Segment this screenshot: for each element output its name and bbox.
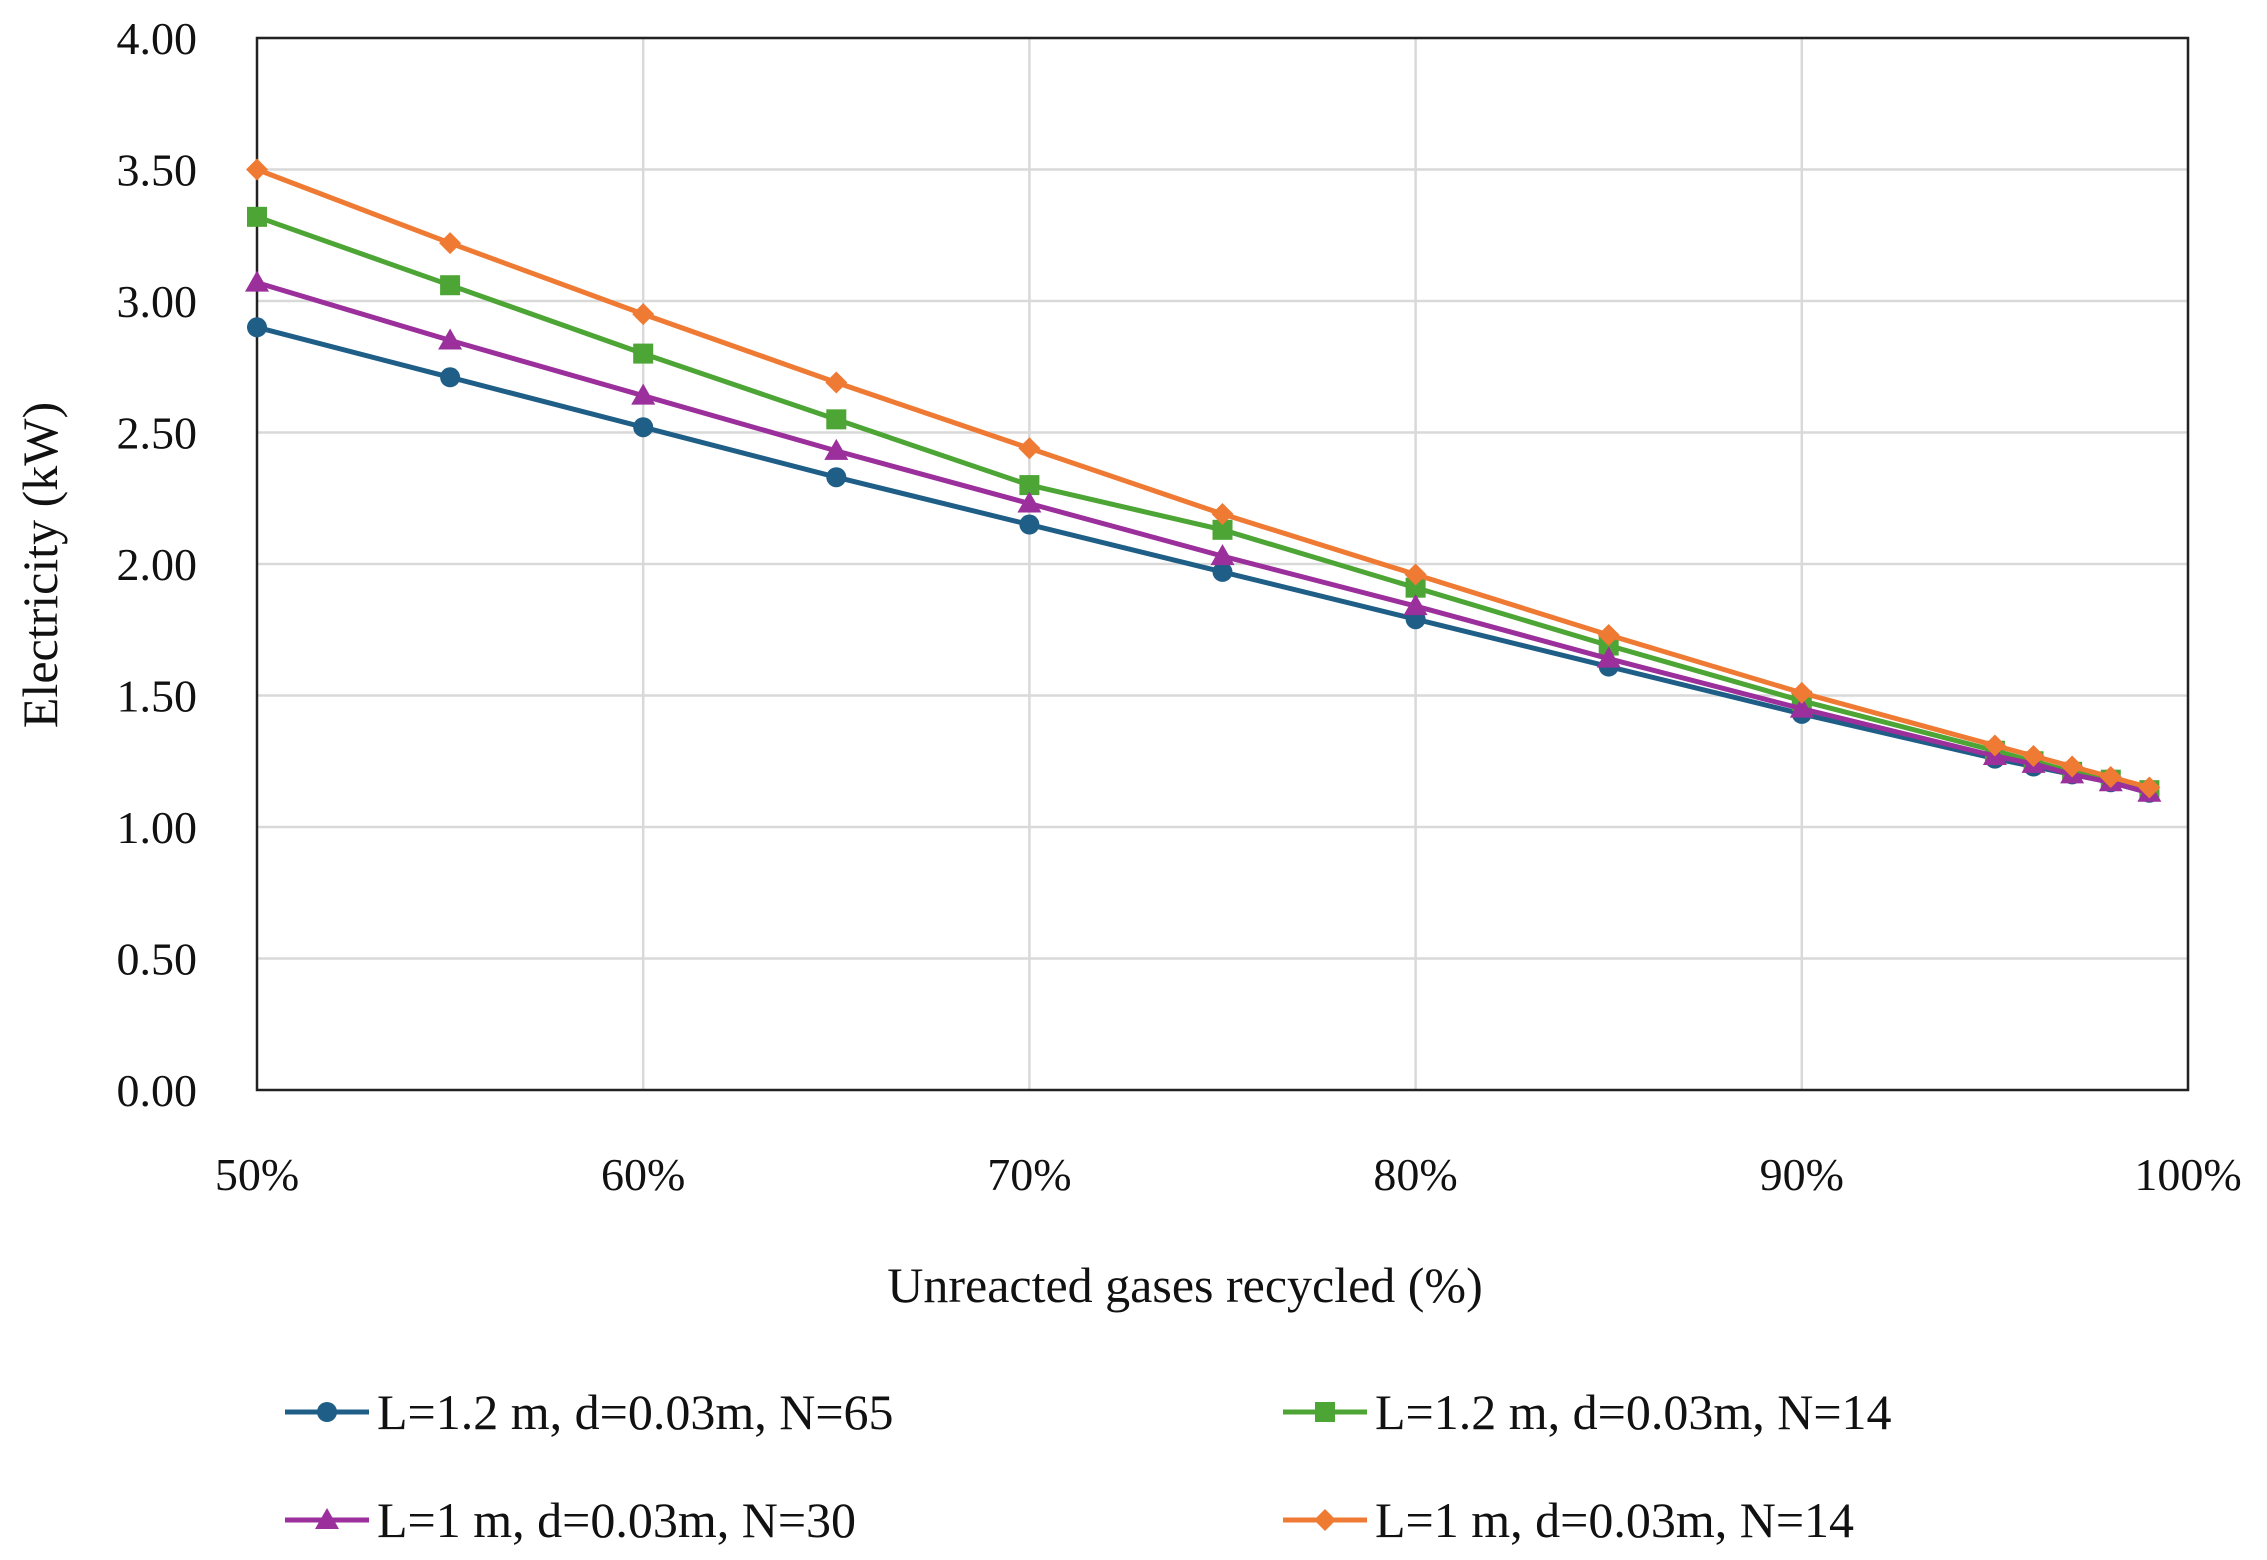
series-group (245, 158, 2162, 803)
legend-item: L=1.2 m, d=0.03m, N=65 (285, 1384, 894, 1440)
data-point (1405, 577, 1426, 598)
data-point (2022, 744, 2045, 767)
y-tick-label: 3.50 (117, 145, 198, 196)
legend-marker (1314, 1509, 1336, 1531)
data-point (1212, 561, 1233, 582)
y-tick-label: 0.50 (117, 934, 198, 985)
data-point (825, 371, 848, 394)
x-axis-label: Unreacted gases recycled (%) (887, 1257, 1482, 1313)
data-point (1017, 491, 1042, 513)
data-point (246, 158, 268, 181)
y-tick-label: 2.50 (117, 408, 198, 459)
legend-marker (317, 1402, 337, 1422)
legend-marker (315, 1508, 339, 1529)
legend-item: L=1.2 m, d=0.03m, N=14 (1283, 1384, 1892, 1440)
data-point (1596, 646, 1621, 668)
y-tick-label: 0.00 (117, 1065, 198, 1116)
y-tick-label: 4.00 (117, 13, 198, 64)
x-tick-label: 60% (601, 1149, 685, 1200)
x-tick-label: 90% (1760, 1149, 1844, 1200)
legend-label: L=1.2 m, d=0.03m, N=65 (377, 1384, 894, 1440)
data-point (247, 206, 267, 227)
data-point (826, 467, 847, 488)
plot-area-frame (255, 36, 2190, 1092)
legend: L=1.2 m, d=0.03m, N=65 L=1.2 m, d=0.03m, … (285, 1384, 1892, 1548)
series-circle (247, 317, 2160, 803)
series-triangle (245, 270, 2162, 802)
data-point (2099, 766, 2122, 789)
data-point (1018, 437, 1041, 460)
series-diamond (246, 158, 2161, 799)
data-point (2061, 755, 2084, 778)
data-point (824, 438, 849, 460)
data-point (1789, 696, 1814, 718)
data-point (440, 367, 461, 388)
data-point (1983, 734, 2006, 757)
data-point (245, 270, 269, 292)
series-line (256, 214, 2151, 793)
x-tick-label: 70% (987, 1149, 1071, 1200)
data-point (1210, 544, 1235, 566)
data-point (1212, 519, 1233, 540)
data-point (1019, 514, 1040, 535)
y-axis-ticks: 0.00 0.50 1.00 1.50 2.00 2.50 3.00 3.50 4.00 (117, 13, 198, 1116)
data-point (632, 303, 655, 326)
data-point (2138, 776, 2161, 799)
data-point (247, 317, 267, 338)
y-tick-label: 3.00 (117, 276, 198, 327)
data-point (440, 275, 461, 296)
legend-label: L=1 m, d=0.03m, N=30 (377, 1492, 856, 1548)
x-tick-label: 80% (1373, 1149, 1457, 1200)
data-point (1404, 563, 1427, 586)
x-tick-label: 100% (2134, 1149, 2241, 1200)
legend-marker (1315, 1402, 1335, 1422)
data-point (826, 409, 847, 430)
data-point (439, 232, 462, 255)
data-point (633, 417, 654, 438)
y-tick-label: 1.50 (117, 671, 198, 722)
x-tick-label: 50% (215, 1149, 299, 1200)
data-point (1790, 681, 1813, 704)
legend-label: L=1 m, d=0.03m, N=14 (1375, 1492, 1854, 1548)
data-point (631, 383, 656, 405)
y-tick-label: 1.00 (117, 802, 198, 853)
data-point (633, 343, 654, 364)
data-point (1403, 594, 1428, 616)
data-point (438, 328, 463, 350)
legend-item: L=1 m, d=0.03m, N=14 (1283, 1492, 1854, 1548)
legend-item: L=1 m, d=0.03m, N=30 (285, 1492, 856, 1548)
data-point (1211, 503, 1234, 526)
series-line (256, 280, 2151, 796)
data-point (1597, 624, 1620, 647)
y-axis-label: Electricity (kW) (12, 402, 68, 728)
y-tick-label: 2.00 (117, 539, 198, 590)
legend-label: L=1.2 m, d=0.03m, N=14 (1375, 1384, 1892, 1440)
x-axis-ticks: 50% 60% 70% 80% 90% 100% (215, 1149, 2242, 1200)
data-point (1019, 475, 1040, 496)
